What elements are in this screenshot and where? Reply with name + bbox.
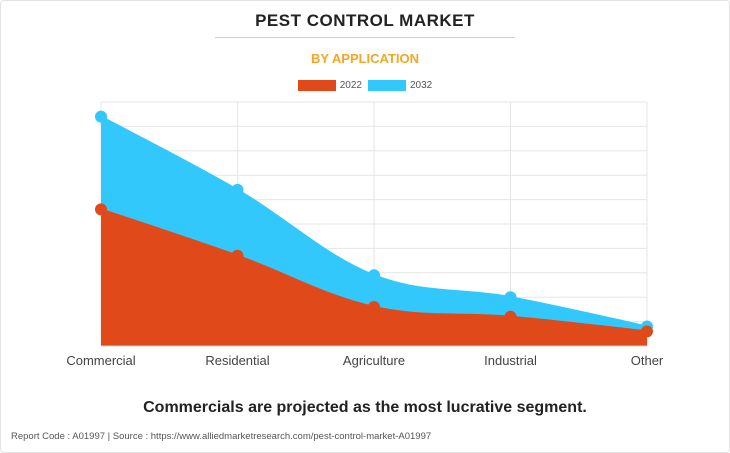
title-divider bbox=[215, 37, 515, 38]
point-2032-industrial bbox=[504, 291, 517, 304]
legend-item-2032[interactable]: 2032 bbox=[368, 80, 432, 91]
legend-item-2022[interactable]: 2022 bbox=[297, 80, 362, 91]
x-tick-label-other: Other bbox=[631, 353, 664, 368]
chart-caption: Commercials are projected as the most lu… bbox=[143, 399, 587, 416]
x-tick-label-agriculture: Agriculture bbox=[343, 353, 405, 368]
point-2022-other bbox=[641, 325, 653, 338]
point-2022-commercial bbox=[95, 203, 107, 216]
point-2022-agriculture bbox=[368, 300, 380, 313]
point-2022-industrial bbox=[504, 310, 517, 323]
point-2022-residential bbox=[231, 249, 244, 262]
point-2032-residential bbox=[231, 183, 244, 196]
legend-swatch-2032 bbox=[368, 80, 406, 91]
legend-swatch-2022 bbox=[297, 80, 336, 91]
area-series-2022 bbox=[101, 209, 647, 346]
source-footer: Report Code : A01997 | Source : https://… bbox=[11, 431, 432, 442]
point-2032-commercial bbox=[95, 110, 107, 123]
point-2032-agriculture bbox=[368, 269, 380, 282]
chart-subtitle: BY APPLICATION bbox=[310, 51, 420, 66]
legend: 2022 2032 bbox=[0, 80, 730, 91]
x-tick-label-industrial: Industrial bbox=[484, 353, 537, 368]
x-tick-label-residential: Residential bbox=[205, 353, 269, 368]
legend-label-2022: 2022 bbox=[339, 80, 362, 91]
legend-label-2032: 2032 bbox=[410, 80, 433, 91]
x-tick-label-commercial: Commercial bbox=[66, 353, 135, 368]
chart-title: PEST CONTROL MARKET bbox=[255, 11, 475, 30]
